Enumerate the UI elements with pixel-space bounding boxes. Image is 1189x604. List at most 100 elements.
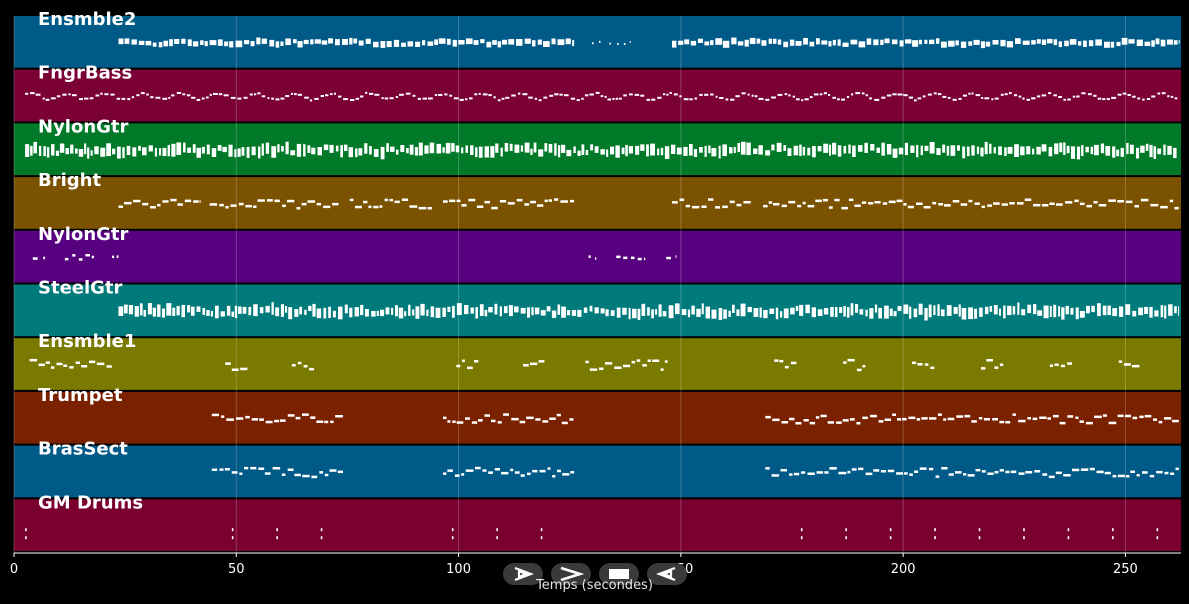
- track-label: FngrBass: [38, 63, 132, 84]
- note: [663, 93, 666, 96]
- note: [514, 306, 519, 313]
- note: [551, 38, 556, 45]
- note: [492, 40, 497, 45]
- fast-forward-button[interactable]: [551, 563, 591, 585]
- note: [201, 146, 205, 154]
- note: [775, 307, 779, 320]
- play-button[interactable]: [503, 563, 543, 585]
- note: [1026, 146, 1031, 155]
- note: [176, 306, 180, 316]
- note: [973, 39, 980, 45]
- note: [218, 93, 223, 96]
- note: [635, 145, 640, 155]
- note: [43, 256, 46, 260]
- note: [438, 38, 446, 44]
- note: [787, 148, 792, 156]
- note: [476, 205, 484, 208]
- note: [1117, 93, 1122, 96]
- note: [224, 41, 229, 47]
- note: [795, 422, 802, 425]
- note: [386, 41, 392, 48]
- note: [1049, 202, 1055, 205]
- note: [543, 96, 548, 99]
- note: [722, 144, 727, 157]
- note: [1117, 414, 1124, 418]
- note: [994, 366, 999, 369]
- note: [134, 306, 139, 317]
- note: [832, 142, 837, 155]
- note: [548, 199, 552, 202]
- stop-button[interactable]: [599, 563, 639, 585]
- note: [112, 148, 116, 155]
- note: [186, 94, 191, 97]
- note: [363, 200, 368, 204]
- note: [338, 95, 342, 98]
- note: [311, 475, 318, 479]
- note: [310, 416, 316, 419]
- note: [471, 421, 478, 424]
- note: [316, 308, 322, 319]
- note: [1167, 95, 1170, 98]
- note: [1078, 41, 1082, 46]
- note: [464, 305, 469, 315]
- note: [468, 198, 476, 202]
- note: [570, 199, 575, 203]
- note: [784, 93, 788, 96]
- note: [893, 311, 897, 317]
- note: [729, 200, 735, 204]
- note: [30, 145, 33, 156]
- note: [159, 148, 162, 156]
- note: [329, 469, 337, 472]
- note: [131, 96, 135, 99]
- note: [1032, 148, 1035, 155]
- note: [534, 307, 540, 315]
- note: [171, 94, 175, 97]
- note: [124, 38, 130, 44]
- note: [747, 306, 752, 313]
- note: [976, 146, 980, 155]
- note: [234, 149, 237, 158]
- note: [753, 308, 759, 317]
- note: [958, 304, 961, 317]
- note: [779, 359, 784, 363]
- note: [116, 255, 119, 258]
- note: [290, 150, 296, 156]
- note: [89, 97, 94, 100]
- note: [127, 98, 131, 101]
- note: [168, 96, 171, 99]
- note: [447, 420, 451, 423]
- note: [795, 305, 799, 312]
- note: [312, 303, 316, 317]
- note: [691, 305, 695, 315]
- note: [1058, 306, 1061, 317]
- note: [237, 97, 242, 100]
- note: [1067, 98, 1071, 101]
- note: [38, 363, 45, 367]
- note: [736, 309, 740, 316]
- note: [1012, 306, 1016, 315]
- note: [163, 40, 169, 47]
- note: [874, 98, 880, 101]
- note: [535, 418, 541, 421]
- note: [231, 528, 234, 532]
- note: [646, 144, 649, 157]
- note: [615, 145, 620, 158]
- note: [604, 95, 607, 98]
- note: [1056, 203, 1063, 206]
- note: [236, 417, 244, 420]
- note: [855, 92, 861, 95]
- note: [355, 148, 358, 158]
- note: [980, 367, 986, 370]
- note: [177, 203, 183, 206]
- note: [914, 99, 917, 102]
- note: [285, 38, 291, 46]
- note: [843, 306, 846, 317]
- note: [830, 307, 834, 317]
- track-lane: [14, 230, 1181, 283]
- note: [176, 142, 182, 155]
- note: [1173, 147, 1177, 159]
- rewind-button[interactable]: [647, 563, 687, 585]
- note: [1020, 146, 1025, 156]
- note: [576, 99, 580, 102]
- note: [474, 360, 479, 363]
